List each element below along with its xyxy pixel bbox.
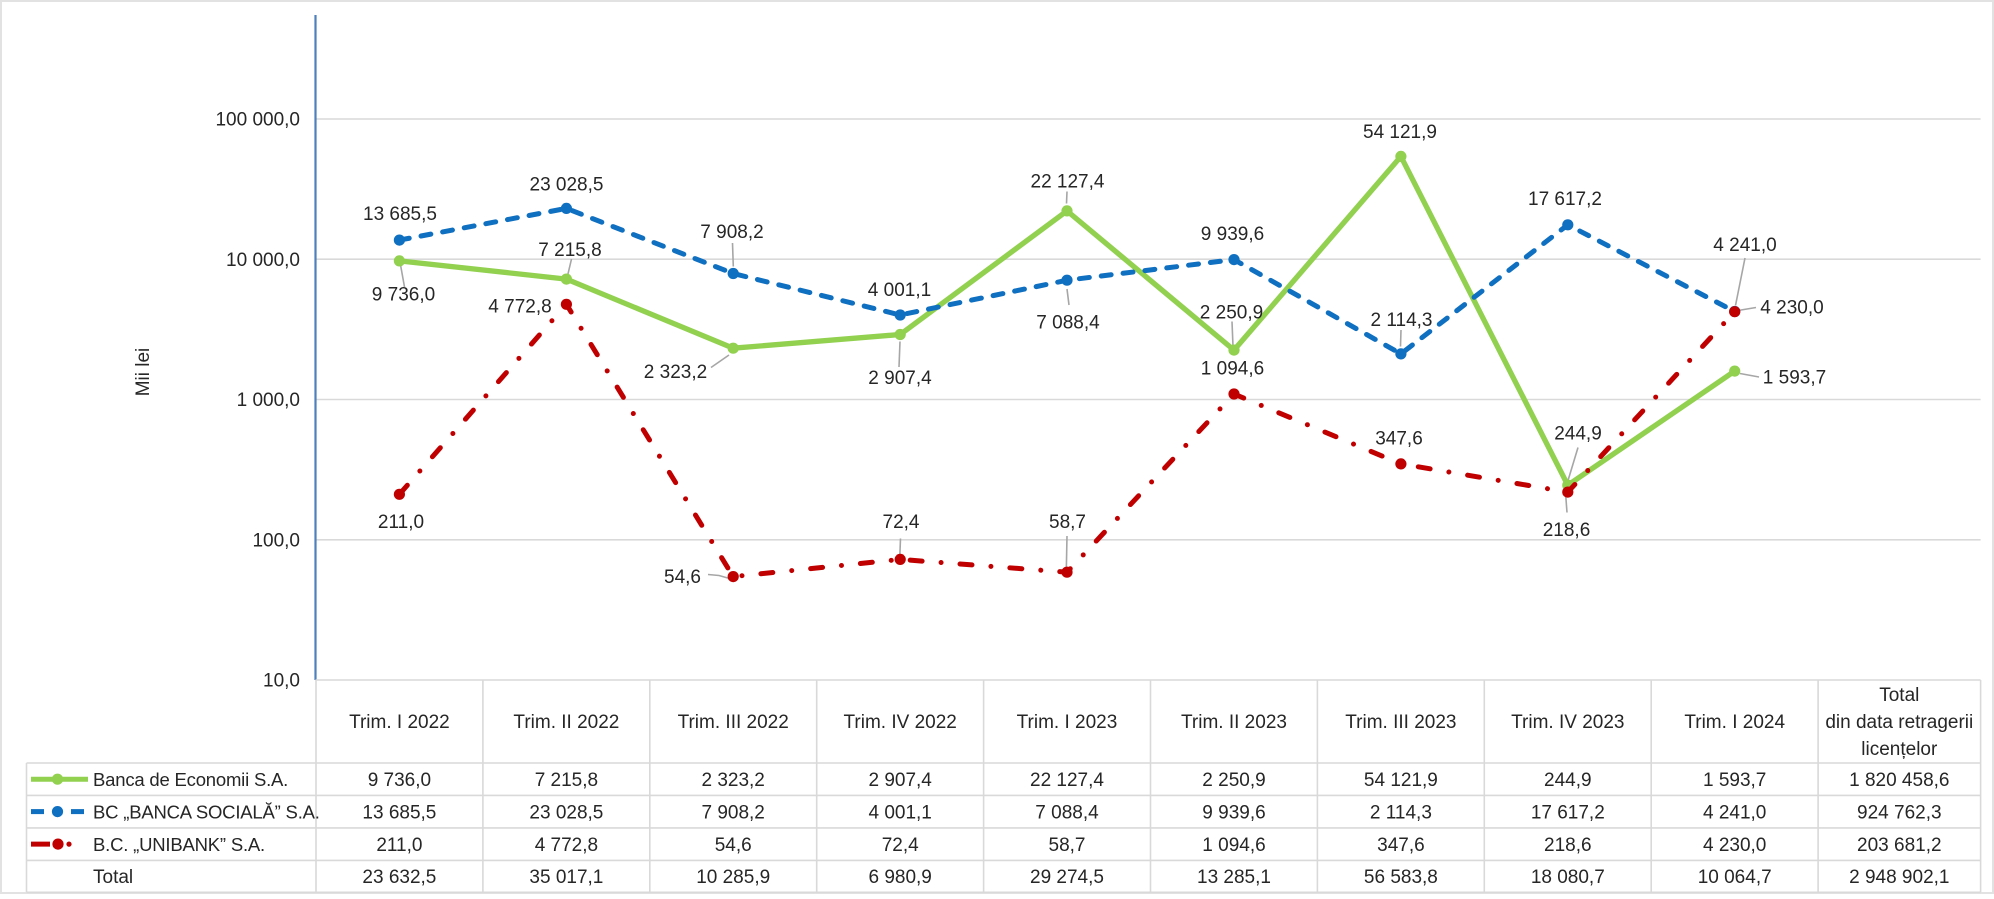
svg-text:13 685,5: 13 685,5 bbox=[363, 204, 437, 225]
svg-text:211,0: 211,0 bbox=[376, 835, 422, 856]
svg-text:Trim. IV 2022: Trim. IV 2022 bbox=[844, 712, 957, 733]
svg-text:2 907,4: 2 907,4 bbox=[868, 770, 932, 791]
svg-text:54,6: 54,6 bbox=[664, 567, 701, 588]
svg-text:35 017,1: 35 017,1 bbox=[529, 867, 603, 888]
svg-text:1 094,6: 1 094,6 bbox=[1201, 359, 1264, 380]
svg-text:54 121,9: 54 121,9 bbox=[1363, 122, 1437, 143]
svg-text:4 230,0: 4 230,0 bbox=[1760, 298, 1823, 319]
svg-text:9 736,0: 9 736,0 bbox=[368, 770, 431, 791]
svg-text:2 250,9: 2 250,9 bbox=[1200, 303, 1263, 324]
svg-text:Total: Total bbox=[1879, 685, 1919, 706]
svg-text:10 285,9: 10 285,9 bbox=[696, 867, 770, 888]
svg-text:17 617,2: 17 617,2 bbox=[1531, 802, 1605, 823]
svg-text:4 001,1: 4 001,1 bbox=[868, 802, 931, 823]
svg-text:13 685,5: 13 685,5 bbox=[362, 802, 436, 823]
svg-text:924 762,3: 924 762,3 bbox=[1857, 802, 1942, 823]
svg-text:244,9: 244,9 bbox=[1544, 770, 1592, 791]
svg-text:Trim. III 2023: Trim. III 2023 bbox=[1345, 712, 1456, 733]
svg-text:23 028,5: 23 028,5 bbox=[529, 802, 603, 823]
svg-text:58,7: 58,7 bbox=[1049, 512, 1086, 533]
svg-text:218,6: 218,6 bbox=[1543, 520, 1591, 541]
svg-text:10,0: 10,0 bbox=[263, 671, 300, 692]
svg-text:Trim. I 2023: Trim. I 2023 bbox=[1017, 712, 1118, 733]
svg-text:7 908,2: 7 908,2 bbox=[701, 802, 764, 823]
svg-text:100 000,0: 100 000,0 bbox=[215, 110, 300, 131]
svg-text:4 241,0: 4 241,0 bbox=[1713, 235, 1776, 256]
svg-text:2 948 902,1: 2 948 902,1 bbox=[1849, 867, 1949, 888]
svg-text:6 980,9: 6 980,9 bbox=[868, 867, 931, 888]
svg-text:1 000,0: 1 000,0 bbox=[237, 390, 300, 411]
svg-text:7 908,2: 7 908,2 bbox=[700, 222, 763, 243]
svg-text:218,6: 218,6 bbox=[1544, 835, 1592, 856]
svg-text:211,0: 211,0 bbox=[378, 512, 424, 533]
svg-text:23 632,5: 23 632,5 bbox=[362, 867, 436, 888]
svg-text:7 088,4: 7 088,4 bbox=[1036, 313, 1100, 334]
svg-text:7 088,4: 7 088,4 bbox=[1035, 802, 1099, 823]
svg-text:4 772,8: 4 772,8 bbox=[488, 297, 551, 318]
svg-text:10 064,7: 10 064,7 bbox=[1698, 867, 1772, 888]
svg-text:4 001,1: 4 001,1 bbox=[868, 280, 931, 301]
svg-text:203 681,2: 203 681,2 bbox=[1857, 835, 1942, 856]
svg-text:347,6: 347,6 bbox=[1375, 428, 1423, 449]
svg-text:Banca de Economii S.A.: Banca de Economii S.A. bbox=[93, 769, 288, 790]
svg-text:2 114,3: 2 114,3 bbox=[1371, 310, 1433, 331]
svg-text:58,7: 58,7 bbox=[1049, 835, 1086, 856]
svg-text:1 820 458,6: 1 820 458,6 bbox=[1849, 770, 1949, 791]
svg-text:244,9: 244,9 bbox=[1554, 424, 1602, 445]
svg-text:Trim. I 2022: Trim. I 2022 bbox=[349, 712, 450, 733]
svg-text:Trim. II 2022: Trim. II 2022 bbox=[513, 712, 619, 733]
svg-text:18 080,7: 18 080,7 bbox=[1531, 867, 1605, 888]
svg-text:17 617,2: 17 617,2 bbox=[1528, 189, 1602, 210]
svg-text:licențelor: licențelor bbox=[1861, 739, 1938, 760]
svg-text:10 000,0: 10 000,0 bbox=[226, 250, 300, 271]
svg-text:4 241,0: 4 241,0 bbox=[1703, 802, 1766, 823]
svg-text:22 127,4: 22 127,4 bbox=[1031, 172, 1105, 193]
svg-text:54,6: 54,6 bbox=[715, 835, 752, 856]
svg-text:Trim. III 2022: Trim. III 2022 bbox=[678, 712, 789, 733]
svg-text:7 215,8: 7 215,8 bbox=[538, 240, 601, 261]
svg-text:7 215,8: 7 215,8 bbox=[535, 770, 598, 791]
svg-text:23 028,5: 23 028,5 bbox=[530, 175, 604, 196]
svg-text:22 127,4: 22 127,4 bbox=[1030, 770, 1104, 791]
svg-text:2 114,3: 2 114,3 bbox=[1370, 802, 1432, 823]
svg-text:72,4: 72,4 bbox=[883, 512, 920, 533]
svg-text:BC „BANCA SOCIALĂ” S.A.: BC „BANCA SOCIALĂ” S.A. bbox=[93, 801, 320, 822]
svg-text:Total: Total bbox=[93, 867, 133, 888]
svg-text:347,6: 347,6 bbox=[1377, 835, 1425, 856]
svg-text:din data retragerii: din data retragerii bbox=[1825, 712, 1973, 733]
svg-text:1 094,6: 1 094,6 bbox=[1202, 835, 1265, 856]
svg-text:9 939,6: 9 939,6 bbox=[1202, 802, 1265, 823]
svg-text:29 274,5: 29 274,5 bbox=[1030, 867, 1104, 888]
svg-text:100,0: 100,0 bbox=[252, 531, 300, 552]
svg-text:1 593,7: 1 593,7 bbox=[1763, 368, 1826, 389]
svg-text:13 285,1: 13 285,1 bbox=[1197, 867, 1271, 888]
svg-text:1 593,7: 1 593,7 bbox=[1703, 770, 1766, 791]
svg-text:Mii lei: Mii lei bbox=[133, 348, 154, 397]
svg-text:4 772,8: 4 772,8 bbox=[535, 835, 598, 856]
svg-text:4 230,0: 4 230,0 bbox=[1703, 835, 1766, 856]
svg-text:2 907,4: 2 907,4 bbox=[868, 368, 932, 389]
svg-text:2 323,2: 2 323,2 bbox=[701, 770, 764, 791]
svg-text:56 583,8: 56 583,8 bbox=[1364, 867, 1438, 888]
svg-text:72,4: 72,4 bbox=[882, 835, 919, 856]
svg-text:B.C. „UNIBANK” S.A.: B.C. „UNIBANK” S.A. bbox=[93, 834, 265, 855]
svg-text:9 736,0: 9 736,0 bbox=[372, 285, 435, 306]
svg-text:9 939,6: 9 939,6 bbox=[1201, 224, 1264, 245]
svg-text:54 121,9: 54 121,9 bbox=[1364, 770, 1438, 791]
svg-text:2 323,2: 2 323,2 bbox=[644, 362, 707, 383]
svg-text:Trim. IV 2023: Trim. IV 2023 bbox=[1511, 712, 1624, 733]
svg-text:Trim. II 2023: Trim. II 2023 bbox=[1181, 712, 1287, 733]
svg-text:2 250,9: 2 250,9 bbox=[1202, 770, 1265, 791]
svg-text:Trim. I 2024: Trim. I 2024 bbox=[1684, 712, 1785, 733]
